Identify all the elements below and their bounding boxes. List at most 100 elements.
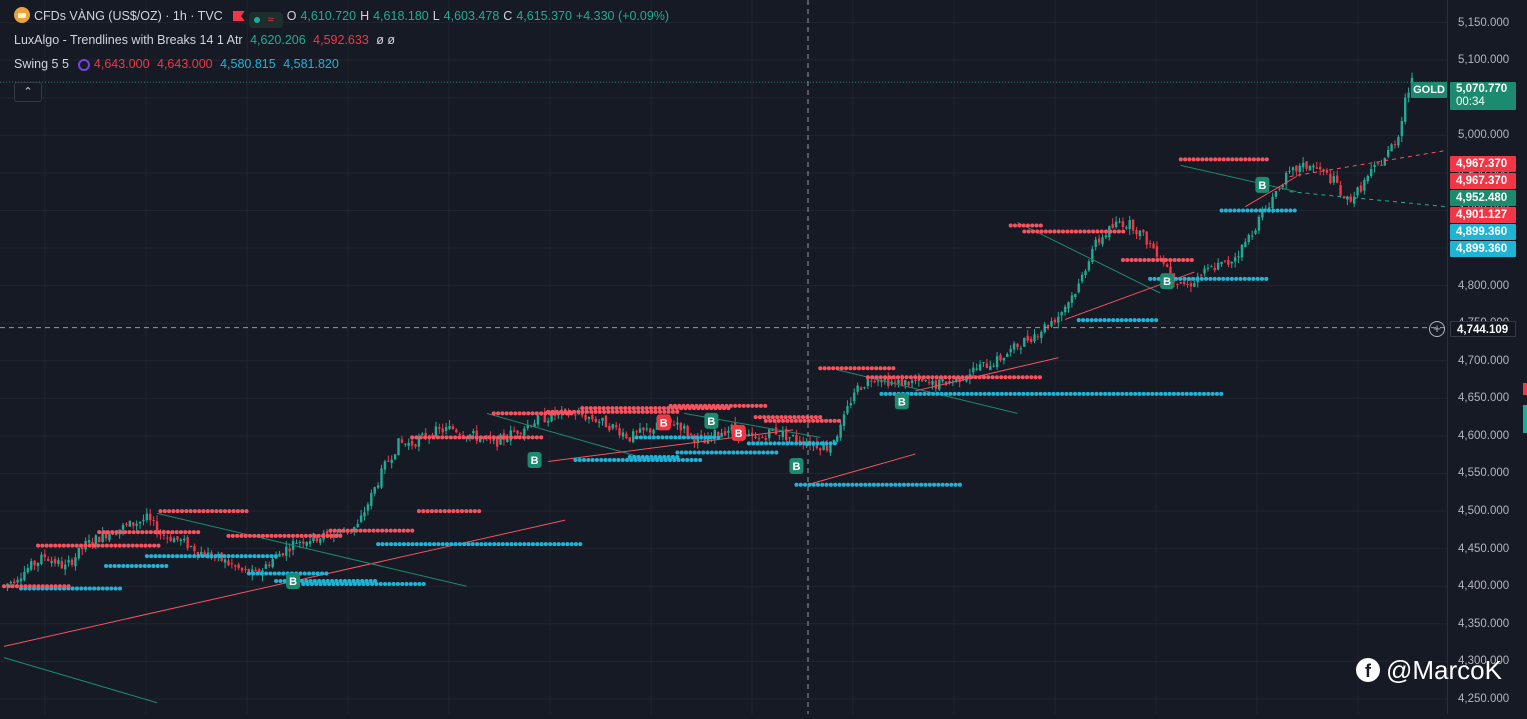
candle-body xyxy=(992,365,995,367)
price-tick-label: 5,100.000 xyxy=(1458,54,1510,67)
candle-body xyxy=(601,417,604,421)
candle-body xyxy=(64,564,67,570)
candle-body xyxy=(1356,187,1359,196)
price-tick-label: 4,350.000 xyxy=(1458,617,1510,630)
candle-body xyxy=(941,379,944,382)
candle-body xyxy=(1040,331,1043,338)
candle-body xyxy=(478,438,482,443)
chart-area[interactable]: B B B B B B B B B xyxy=(0,0,1448,714)
price-tag: 4,967.370 xyxy=(1450,173,1516,189)
candle-body xyxy=(631,431,635,443)
candle-body xyxy=(1397,136,1400,146)
candle-body xyxy=(40,554,43,564)
price-chart[interactable]: B B B B B B B B B xyxy=(0,0,1448,714)
candle-body xyxy=(543,412,546,423)
candle-body xyxy=(1111,224,1114,228)
candle-body xyxy=(836,436,839,442)
wave-icon: ≈ xyxy=(267,14,274,26)
candle-body xyxy=(271,559,274,568)
candle-body xyxy=(1223,260,1227,262)
candle-body xyxy=(295,543,298,545)
indicator-name[interactable]: Swing 5 5 xyxy=(14,57,69,71)
candle-body xyxy=(1043,324,1046,333)
collapse-legend-button[interactable]: ⌃ xyxy=(14,82,42,102)
candle-body xyxy=(1291,167,1295,171)
candle-body xyxy=(1261,211,1264,218)
candle-body xyxy=(1233,257,1237,262)
candle-body xyxy=(764,437,768,440)
price-tag: 4,952.480 xyxy=(1450,190,1516,206)
candle-body xyxy=(183,538,186,541)
candle-body xyxy=(363,512,366,517)
candle-body xyxy=(434,426,438,436)
add-alert-icon[interactable]: + xyxy=(1429,321,1445,337)
candle-body xyxy=(67,559,70,563)
trendline xyxy=(915,357,1059,392)
indicator-value: 4,643.000 xyxy=(157,57,213,71)
candle-body xyxy=(1369,169,1373,176)
indicator-legend-trendlines[interactable]: LuxAlgo - Trendlines with Breaks 14 1 At… xyxy=(14,33,399,47)
candle-body xyxy=(155,521,159,535)
symbol-title[interactable]: CFDs VÀNG (US$/OZ) · 1h · TVC xyxy=(34,9,223,23)
candle-body xyxy=(1138,230,1142,237)
candle-body xyxy=(883,378,887,381)
candle-body xyxy=(47,558,50,561)
candle-body xyxy=(115,534,118,536)
candle-body xyxy=(1057,316,1060,323)
candle-body xyxy=(104,532,108,539)
candle-body xyxy=(1080,274,1084,282)
candle-body xyxy=(506,438,509,442)
candle-body xyxy=(57,560,60,564)
candle-body xyxy=(387,460,390,462)
candle-body xyxy=(169,536,172,542)
candle-body xyxy=(448,426,451,430)
market-status-badge[interactable]: ≈ xyxy=(248,12,283,28)
indicator-value: 4,580.815 xyxy=(220,57,276,71)
candle-body xyxy=(1114,221,1118,227)
candle-body xyxy=(400,439,404,443)
price-tick-label: 4,450.000 xyxy=(1458,542,1510,555)
indicator-value: 4,643.000 xyxy=(93,57,150,71)
candle-body xyxy=(325,531,329,534)
candle-body xyxy=(550,411,553,422)
candle-body xyxy=(621,432,625,437)
indicator-name[interactable]: LuxAlgo - Trendlines with Breaks 14 1 At… xyxy=(14,33,243,47)
price-axis[interactable]: 5,150.0005,100.0005,050.0005,000.0004,95… xyxy=(1447,0,1527,714)
candle-body xyxy=(108,533,111,541)
price-tick-label: 4,500.000 xyxy=(1458,505,1510,518)
candle-body xyxy=(717,432,720,436)
candle-body xyxy=(1094,239,1097,247)
candle-body xyxy=(876,380,880,382)
indicator-legend-swing[interactable]: Swing 5 5 4,643.000 4,643.000 4,580.815 4… xyxy=(14,57,343,71)
candle-body xyxy=(1403,97,1407,122)
candle-body xyxy=(910,380,914,384)
candle-body xyxy=(1216,262,1220,270)
candle-body xyxy=(1352,196,1356,204)
flag-icon[interactable] xyxy=(232,11,245,21)
candle-body xyxy=(1250,235,1254,237)
candle-body xyxy=(417,436,421,447)
candle-body xyxy=(1400,120,1403,137)
low-label: L xyxy=(432,9,440,23)
candle-body xyxy=(934,380,938,389)
candle-body xyxy=(1274,190,1278,197)
candle-body xyxy=(536,415,540,425)
candle-body xyxy=(376,485,380,488)
candle-body xyxy=(1155,246,1159,257)
sync-icon[interactable] xyxy=(77,59,90,71)
candle-body xyxy=(1213,267,1216,271)
candle-body xyxy=(366,504,370,511)
breakout-label: B xyxy=(792,461,800,473)
candle-body xyxy=(1227,259,1230,265)
trendline-projection xyxy=(1289,191,1448,208)
candle-body xyxy=(455,429,458,433)
candle-body xyxy=(1244,241,1247,248)
candle-body xyxy=(880,380,883,383)
low-value: 4,603.478 xyxy=(443,9,500,23)
breakout-label: B xyxy=(898,396,906,408)
candle-body xyxy=(1407,92,1410,99)
candle-body xyxy=(1329,173,1332,184)
candle-body xyxy=(1077,283,1080,293)
candle-body xyxy=(227,560,230,566)
trendline xyxy=(1017,222,1161,294)
